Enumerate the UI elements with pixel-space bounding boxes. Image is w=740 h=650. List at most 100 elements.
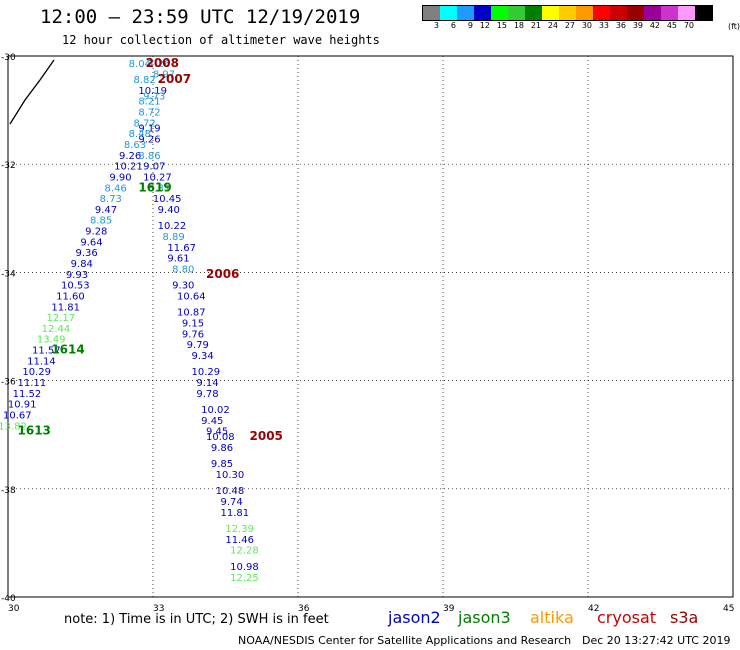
wave-height-value: 9.26 <box>138 135 160 146</box>
pass-time-label: 2008 <box>146 56 179 70</box>
scale-swatch-10 <box>593 6 610 20</box>
wave-height-value: 12.39 <box>225 524 254 535</box>
pass-time-label: 1619 <box>138 180 171 194</box>
scale-label: 42 <box>649 21 660 30</box>
wave-height-value: 11.52 <box>13 389 42 400</box>
coastline <box>9 59 55 125</box>
scale-swatch-16 <box>695 6 712 20</box>
legend-jason3: jason3 <box>458 608 511 627</box>
wave-height-value: 9.30 <box>172 281 194 292</box>
wave-height-value: 8.04 <box>129 59 151 70</box>
wave-height-value: 8.46 <box>105 183 127 194</box>
map-subtitle: 12 hour collection of altimeter wave hei… <box>62 33 380 47</box>
wave-height-value: 9.84 <box>71 259 93 270</box>
pass-time-label: 1614 <box>51 343 84 357</box>
wave-height-value: 8.21 <box>138 97 160 108</box>
scale-swatch-5 <box>508 6 525 20</box>
wave-height-value: 9.90 <box>109 172 131 183</box>
wave-height-value: 10.67 <box>3 410 32 421</box>
wave-height-value: 12.25 <box>230 573 259 584</box>
wave-height-value: 10.19 <box>138 86 167 97</box>
legend-altika: altika <box>530 608 574 627</box>
lat-tick-label: -32 <box>1 161 16 171</box>
wave-height-value: 10.22 <box>158 221 187 232</box>
scale-label: 70 <box>683 21 694 30</box>
pass-time-label: 2005 <box>250 429 283 443</box>
wave-height-value: 8.72 <box>134 118 156 129</box>
wave-height-value: 9.19 <box>138 124 160 135</box>
wave-height-value: 7.26 <box>148 59 170 70</box>
wave-height-value: 10.64 <box>177 291 206 302</box>
wave-height-value: 9.73 <box>143 91 165 102</box>
scale-swatch-13 <box>644 6 661 20</box>
wave-height-value: 9.64 <box>80 237 102 248</box>
scale-label: 6 <box>450 21 456 30</box>
wave-height-value: 8.73 <box>100 194 122 205</box>
wave-height-value: 9.74 <box>221 497 243 508</box>
wave-height-value: 9.45 <box>201 416 223 427</box>
scale-label: 9 <box>467 21 473 30</box>
wave-height-value: 9.36 <box>76 248 98 259</box>
scale-swatch-6 <box>525 6 542 20</box>
wave-height-value: 11.11 <box>18 378 47 389</box>
wave-height-value: 12.17 <box>47 313 76 324</box>
scale-label: 39 <box>632 21 643 30</box>
color-scale-labels: 3 6 9 12 15 18 21 24 27 30 33 36 39 42 45 70 <box>422 21 713 30</box>
color-scale-swatches <box>422 5 713 21</box>
wave-height-value: 10.02 <box>201 405 230 416</box>
wave-height-value: 10.27 <box>143 172 172 183</box>
pass-time-label: 2006 <box>206 267 239 281</box>
wave-height-value: 11.67 <box>167 243 196 254</box>
wave-height-value: 13.49 <box>37 335 66 346</box>
scale-swatch-11 <box>610 6 627 20</box>
wave-height-value: 9.28 <box>85 227 107 238</box>
pass-time-label: 2007 <box>158 72 191 86</box>
wave-height-value: 10.08 <box>206 432 235 443</box>
scale-label: 18 <box>513 21 524 30</box>
wave-height-value: 9.85 <box>211 459 233 470</box>
scale-label: 33 <box>598 21 609 30</box>
lat-tick-label: -40 <box>1 594 16 604</box>
scale-swatch-12 <box>627 6 644 20</box>
scale-swatch-3 <box>474 6 491 20</box>
footer-note: note: 1) Time is in UTC; 2) SWH is in fe… <box>64 612 329 627</box>
scale-swatch-0 <box>423 6 440 20</box>
timestamp-text: Dec 20 13:27:42 UTC 2019 <box>582 634 731 647</box>
scale-label: 21 <box>530 21 541 30</box>
wave-height-value: 11.81 <box>221 508 250 519</box>
lon-tick-label: 30 <box>8 604 20 614</box>
wave-height-value: 10.98 <box>230 562 259 573</box>
wave-height-value: 8.85 <box>90 216 112 227</box>
scale-label: 12 <box>479 21 490 30</box>
wave-height-value: 12.28 <box>230 546 259 557</box>
wave-height-value: 10.45 <box>153 194 182 205</box>
wave-height-value: 8.86 <box>138 151 160 162</box>
lon-tick-label: 33 <box>153 604 164 614</box>
wave-height-value: 9.47 <box>95 205 117 216</box>
scale-swatch-4 <box>491 6 508 20</box>
map-title: 12:00 – 23:59 UTC 12/19/2019 <box>40 6 361 28</box>
scale-label: 24 <box>547 21 558 30</box>
scale-swatch-1 <box>440 6 457 20</box>
wave-height-value: 9.61 <box>167 254 189 265</box>
lat-tick-label: -38 <box>1 486 16 496</box>
scale-swatch-9 <box>576 6 593 20</box>
lon-tick-label: 42 <box>588 604 599 614</box>
wave-height-value: 9.78 <box>196 389 218 400</box>
scale-swatch-14 <box>661 6 678 20</box>
wave-height-value: 10.29 <box>22 367 51 378</box>
legend-cryosat: cryosat <box>597 608 657 627</box>
wave-height-value: 12.44 <box>42 324 71 335</box>
legend-s3a: s3a <box>670 608 699 627</box>
wave-height-value: 9.34 <box>192 351 214 362</box>
lon-tick-label: 39 <box>443 604 455 614</box>
wave-height-value: 8.82 <box>134 75 156 86</box>
scale-label: 15 <box>496 21 507 30</box>
scale-label: 27 <box>564 21 575 30</box>
wave-height-value: 8.63 <box>124 140 146 151</box>
wave-height-value: 11.57 <box>32 346 61 357</box>
scale-label: 36 <box>615 21 626 30</box>
wave-height-value: 8.31 <box>148 183 170 194</box>
wave-height-value: 9.40 <box>158 205 180 216</box>
